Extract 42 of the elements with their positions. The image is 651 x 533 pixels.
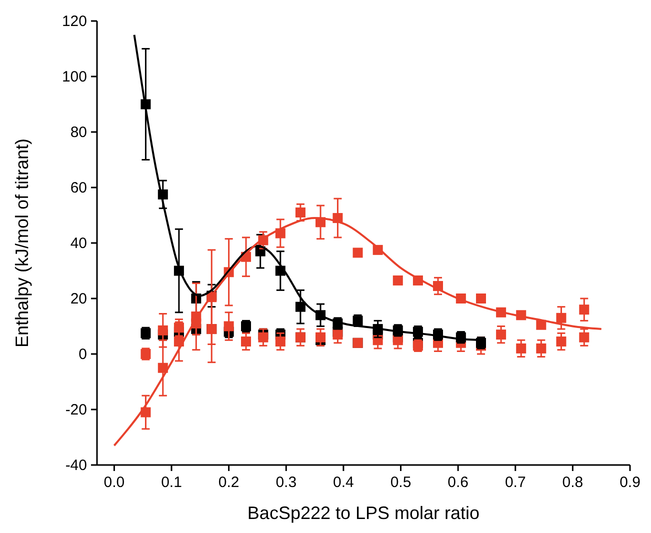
y-tick-label: 20 bbox=[70, 290, 87, 308]
x-tick-label: 0.2 bbox=[218, 474, 240, 491]
point bbox=[316, 332, 326, 342]
point bbox=[476, 294, 486, 304]
x-tick-label: 0.8 bbox=[562, 474, 584, 491]
point bbox=[556, 336, 566, 347]
y-tick-label: 0 bbox=[78, 346, 87, 363]
point bbox=[392, 335, 403, 346]
x-tick-label: 0.1 bbox=[161, 474, 182, 491]
point bbox=[258, 332, 268, 342]
x-tick-label: 0.0 bbox=[104, 474, 125, 491]
point bbox=[158, 325, 168, 336]
x-tick-label: 0.5 bbox=[390, 474, 412, 491]
y-tick-label: -20 bbox=[65, 402, 87, 418]
point bbox=[295, 207, 306, 218]
x-tick-label: 0.9 bbox=[620, 474, 640, 491]
x-tick-label: 0.6 bbox=[448, 474, 468, 491]
x-tick-label: 0.3 bbox=[276, 474, 297, 491]
point bbox=[241, 336, 252, 347]
y-tick-label: 60 bbox=[70, 180, 87, 196]
point bbox=[241, 321, 252, 332]
point bbox=[516, 343, 526, 354]
y-tick-label: -40 bbox=[65, 457, 87, 474]
point bbox=[352, 248, 363, 258]
point bbox=[536, 343, 546, 354]
y-axis-title: Enthalpy (kJ/mol of titrant) bbox=[12, 138, 32, 348]
x-tick-label: 0.4 bbox=[333, 474, 354, 491]
point bbox=[332, 330, 343, 340]
point bbox=[224, 321, 234, 332]
y-tick-label: 100 bbox=[62, 68, 87, 86]
point bbox=[579, 304, 590, 315]
y-tick-label: 120 bbox=[62, 13, 87, 30]
y-tick-label: 80 bbox=[70, 124, 87, 141]
point bbox=[275, 336, 286, 347]
point bbox=[295, 302, 306, 312]
point bbox=[556, 312, 566, 323]
point bbox=[392, 275, 403, 286]
x-axis-title: BacSp222 to LPS molar ratio bbox=[247, 503, 480, 523]
x-tick-label: 0.7 bbox=[504, 474, 526, 491]
point bbox=[496, 330, 506, 340]
point bbox=[579, 332, 590, 342]
y-tick-label: 40 bbox=[70, 235, 87, 252]
